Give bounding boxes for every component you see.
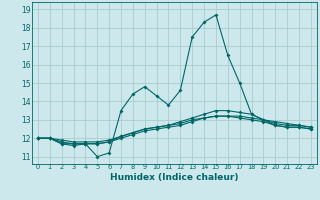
- X-axis label: Humidex (Indice chaleur): Humidex (Indice chaleur): [110, 173, 239, 182]
